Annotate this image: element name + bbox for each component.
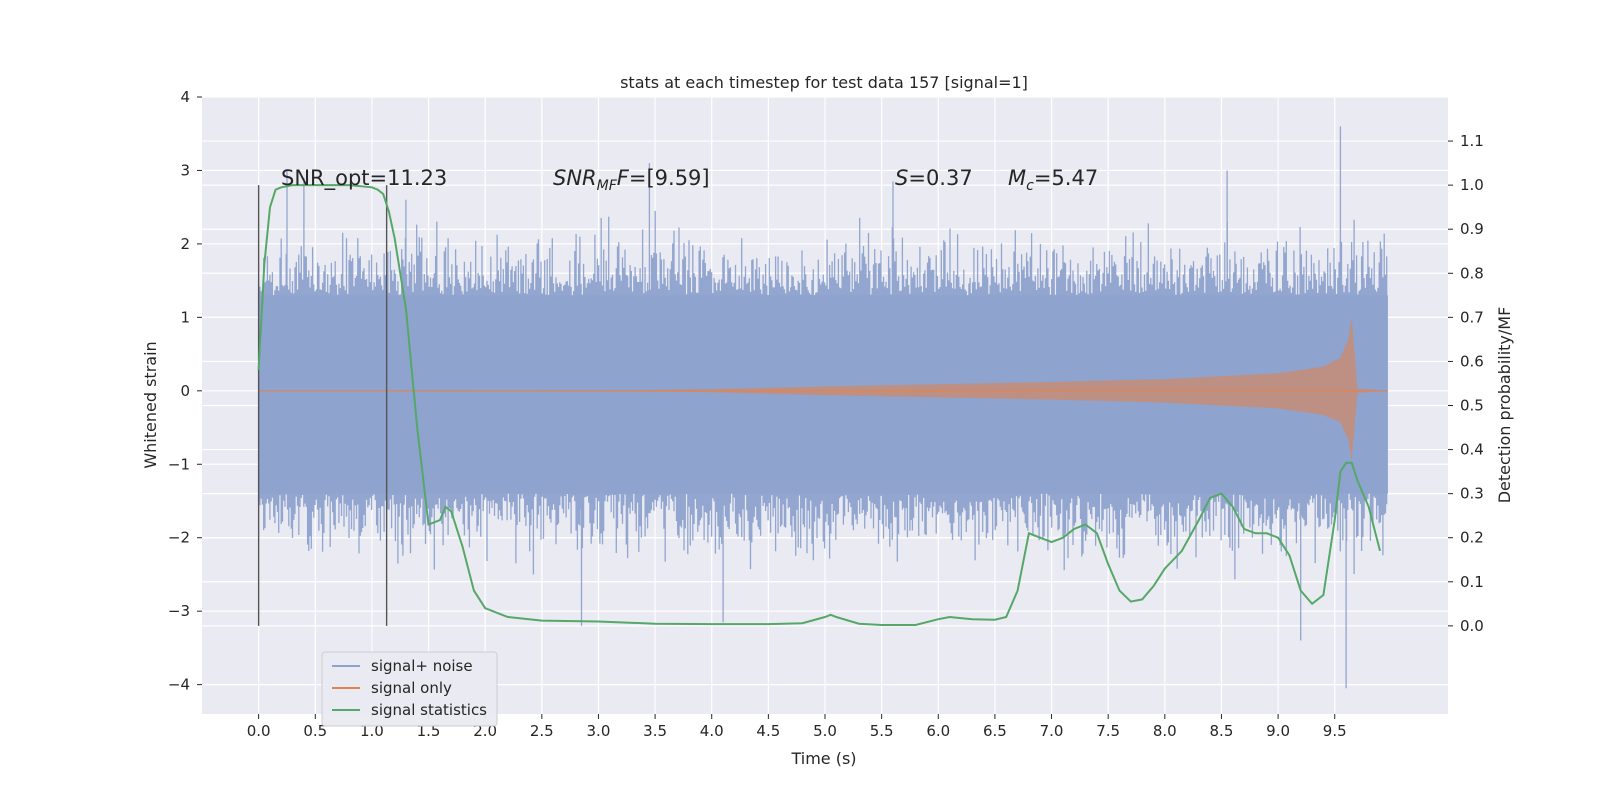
x-tick-label-15: 7.5 xyxy=(1096,722,1120,740)
annotation-snr-opt: SNR_opt=11.23 xyxy=(281,166,447,191)
x-tick-label-6: 3.0 xyxy=(587,722,611,740)
annotation-mc-value: =5.47 xyxy=(1034,166,1098,190)
x-tick-label-8: 4.0 xyxy=(700,722,724,740)
yl-tick-label-8: 4 xyxy=(180,88,190,106)
annotation-snr-mf-sub: MF xyxy=(597,178,618,194)
x-tick-label-7: 3.5 xyxy=(643,722,667,740)
x-axis-label: Time (s) xyxy=(790,749,856,768)
x-tick-label-1: 0.5 xyxy=(303,722,327,740)
yr-tick-label-11: 1.1 xyxy=(1460,132,1484,150)
yl-tick-label-2: −2 xyxy=(168,529,190,547)
vertical-markers xyxy=(257,185,388,626)
legend: signal+ noise signal only signal statist… xyxy=(321,651,498,727)
x-tick-label-17: 8.5 xyxy=(1210,722,1234,740)
x-tick-label-12: 6.0 xyxy=(926,722,950,740)
yr-tick-label-5: 0.5 xyxy=(1460,397,1484,415)
yl-tick-label-7: 3 xyxy=(180,161,190,179)
annotation-snr-mf-prefix: SNR xyxy=(553,166,597,190)
annotation-s-prefix: S xyxy=(895,166,908,190)
annotation-snr-mf-value: =[9.59] xyxy=(629,166,710,190)
x-tick-label-19: 9.5 xyxy=(1323,722,1347,740)
yl-tick-label-3: −1 xyxy=(168,455,190,473)
yr-tick-label-2: 0.2 xyxy=(1460,529,1484,547)
x-tick-label-10: 5.0 xyxy=(813,722,837,740)
yr-tick-label-6: 0.6 xyxy=(1460,352,1484,370)
yr-tick-label-0: 0.0 xyxy=(1460,617,1484,635)
annotation-mc: Mc=5.47 xyxy=(1008,166,1098,194)
legend-label-signal-statistics: signal statistics xyxy=(371,701,487,719)
yl-tick-label-4: 0 xyxy=(180,382,190,400)
signal-statistics-line xyxy=(257,184,1381,626)
series-signal-statistics xyxy=(257,184,1381,626)
yr-tick-label-4: 0.4 xyxy=(1460,441,1484,459)
y-axis-right-label: Detection probability/MF xyxy=(1495,307,1514,504)
yl-tick-label-6: 2 xyxy=(180,235,190,253)
x-tick-label-13: 6.5 xyxy=(983,722,1007,740)
yl-tick-label-1: −3 xyxy=(168,602,190,620)
annotation-s-value: =0.37 xyxy=(908,166,972,190)
yr-tick-label-8: 0.8 xyxy=(1460,264,1484,282)
yl-tick-label-0: −4 xyxy=(168,676,190,694)
legend-label-signal-only: signal only xyxy=(371,679,452,697)
annotation-s: S=0.37 xyxy=(895,166,973,190)
x-tick-label-5: 2.5 xyxy=(530,722,554,740)
yl-tick-label-5: 1 xyxy=(180,308,190,326)
y-axis-left-label: Whitened strain xyxy=(141,341,160,468)
chart-title: stats at each timestep for test data 157… xyxy=(620,73,1028,92)
x-tick-label-0: 0.0 xyxy=(247,722,271,740)
x-tick-label-9: 4.5 xyxy=(756,722,780,740)
yr-tick-label-9: 0.9 xyxy=(1460,220,1484,238)
annotation-mc-sub: c xyxy=(1026,178,1034,194)
yr-tick-label-7: 0.7 xyxy=(1460,308,1484,326)
signal-chirp-envelope xyxy=(258,317,1389,461)
x-tick-label-16: 8.0 xyxy=(1153,722,1177,740)
series-signal-only xyxy=(258,317,1389,461)
annotation-snr-mf: SNRMFF=[9.59] xyxy=(553,166,710,194)
annotation-mc-prefix: M xyxy=(1008,166,1026,190)
legend-box xyxy=(321,651,498,727)
axis-ticks: 0.0 0.5 1.0 1.5 2.0 2.5 3.0 3.5 4.0 4.5 5.0 5.5 6.0 6… xyxy=(168,88,1484,740)
annotations: SNR_opt=11.23 SNRMFF=[9.59] S=0.37 Mc=5.… xyxy=(281,166,1098,194)
yr-tick-label-1: 0.1 xyxy=(1460,573,1484,591)
yr-tick-label-3: 0.3 xyxy=(1460,485,1484,503)
x-tick-label-18: 9.0 xyxy=(1266,722,1290,740)
yr-tick-label-10: 1.0 xyxy=(1460,176,1484,194)
x-tick-label-14: 7.0 xyxy=(1040,722,1064,740)
x-tick-label-11: 5.5 xyxy=(870,722,894,740)
legend-label-signal-noise: signal+ noise xyxy=(371,657,473,675)
